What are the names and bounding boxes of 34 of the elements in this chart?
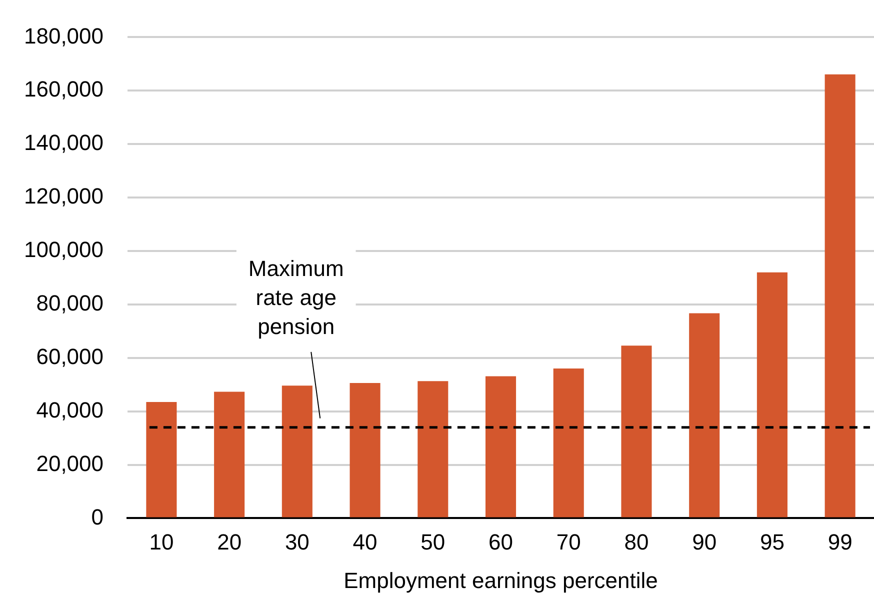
x-tick-label: 50 <box>420 529 446 554</box>
x-tick-label: 20 <box>217 529 242 554</box>
bar <box>418 381 448 518</box>
x-tick-label: 99 <box>828 529 852 554</box>
y-tick-label: 180,000 <box>24 23 104 48</box>
y-tick-label: 20,000 <box>36 450 104 476</box>
x-tick-label: 60 <box>488 529 514 554</box>
bar <box>621 346 652 518</box>
x-axis-title: Employment earnings percentile <box>344 568 658 593</box>
x-tick-label: 10 <box>149 529 174 554</box>
y-tick-label: 60,000 <box>36 344 104 369</box>
y-tick-label: 0 <box>91 504 104 530</box>
y-tick-label: 120,000 <box>24 184 104 209</box>
bar <box>756 272 788 518</box>
bar <box>214 392 245 518</box>
x-tick-label: 95 <box>760 529 784 554</box>
x-tick-label: 30 <box>284 529 310 554</box>
y-tick-label: 40,000 <box>36 397 104 422</box>
y-tick-label: 160,000 <box>24 76 104 102</box>
x-tick-label: 90 <box>692 529 717 554</box>
bar <box>485 376 516 518</box>
bar <box>282 386 312 518</box>
x-tick-label: 40 <box>352 529 378 554</box>
bar <box>553 368 584 518</box>
bar <box>824 74 856 518</box>
y-tick-label: 80,000 <box>36 290 104 316</box>
y-tick-label: 100,000 <box>24 237 104 262</box>
bar <box>146 402 177 518</box>
y-tick-label: 140,000 <box>24 130 104 156</box>
bar <box>689 313 720 518</box>
bar <box>350 382 380 518</box>
x-tick-label: 70 <box>556 529 581 554</box>
x-tick-label: 80 <box>624 529 649 554</box>
ref-line-label: Maximum rate age pension <box>248 256 344 340</box>
